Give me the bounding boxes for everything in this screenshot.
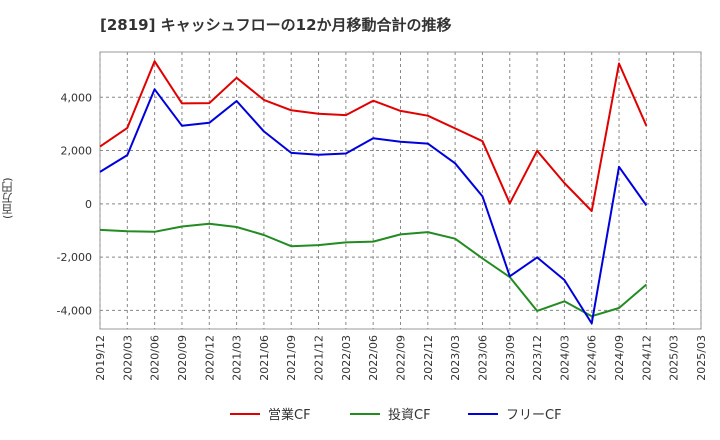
x-tick-label: 2020/12	[203, 335, 216, 381]
chart-title: [2819] キャッシュフローの12か月移動合計の推移	[100, 16, 452, 34]
x-tick-label: 2025/03	[668, 335, 681, 381]
x-tick-label: 2024/06	[586, 335, 599, 381]
y-tick-label: 2,000	[61, 145, 93, 158]
grid-lines	[99, 52, 702, 329]
legend-label: フリーCF	[506, 408, 562, 423]
x-tick-label: 2023/03	[449, 335, 462, 381]
x-tick-label: 2024/12	[640, 335, 653, 381]
series-lines	[99, 60, 648, 325]
x-tick-label: 2023/09	[504, 335, 517, 381]
x-tick-label: 2023/12	[531, 335, 544, 381]
x-tick-label: 2025/03	[695, 335, 708, 381]
x-tick-labels: 2019/12 2020/03 2020/06 2020/09 2020/12 2021/…	[94, 335, 708, 381]
legend-label: 投資CF	[388, 407, 431, 423]
x-tick-label: 2021/03	[231, 335, 244, 381]
y-tick-label: 4,000	[61, 91, 93, 104]
x-tick-label: 2021/12	[313, 335, 326, 381]
x-tick-label: 2021/06	[258, 335, 271, 381]
x-tick-label: 2024/03	[558, 335, 571, 381]
x-tick-label: 2022/03	[340, 335, 353, 381]
legend: 営業CF 投資CF フリーCF	[230, 407, 562, 423]
y-tick-label: 0	[85, 198, 92, 211]
y-tick-labels: -4,000 -2,000 0 2,000 4,000	[57, 91, 92, 317]
x-tick-label: 2020/06	[149, 335, 162, 381]
x-tick-label: 2022/09	[395, 335, 408, 381]
x-tick-label: 2022/06	[367, 335, 380, 381]
y-tick-label: -2,000	[57, 251, 92, 264]
x-tick-label: 2023/06	[476, 335, 489, 381]
legend-label: 営業CF	[268, 407, 311, 423]
x-tick-label: 2024/09	[613, 335, 626, 381]
x-tick-label: 2021/09	[285, 335, 298, 381]
series-line	[99, 60, 648, 212]
x-tick-label: 2020/03	[121, 335, 134, 381]
x-tick-label: 2019/12	[94, 335, 107, 381]
series-line	[99, 222, 648, 318]
y-tick-label: -4,000	[57, 304, 92, 317]
series-line	[99, 88, 648, 325]
x-tick-label: 2022/12	[422, 335, 435, 381]
x-tick-label: 2020/09	[176, 335, 189, 381]
